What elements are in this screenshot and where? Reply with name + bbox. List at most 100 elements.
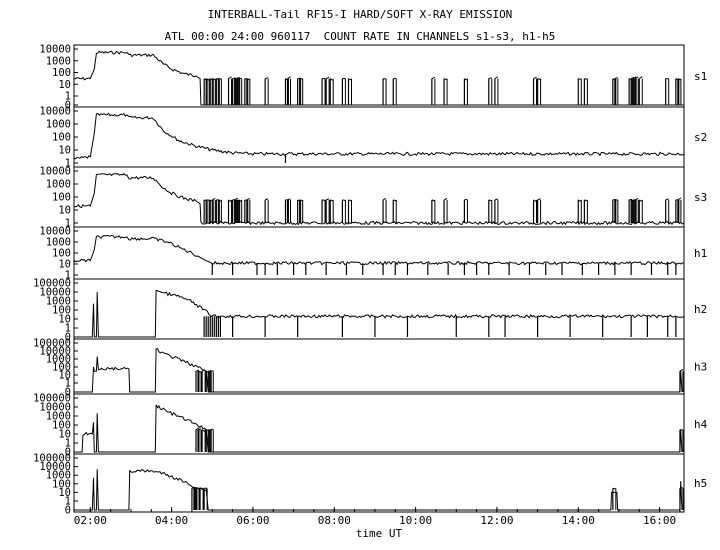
y-tick-label-h4: 1 <box>65 438 71 450</box>
y-tick-label-h5: 10 <box>58 487 71 499</box>
y-tick-label-h2: 10000 <box>39 287 71 299</box>
y-tick-label-h4: 100000 <box>33 393 71 405</box>
x-tick-label: 10:00 <box>399 514 432 527</box>
burst-cap-h3 <box>195 369 200 372</box>
y-tick-label-h4: 10 <box>58 429 71 441</box>
channel-label-h4: h4 <box>694 418 708 431</box>
y-tick-label-s3: 10 <box>58 205 71 217</box>
y-tick-label-h5: 1 <box>65 496 71 508</box>
burst-cap-h3 <box>201 369 206 372</box>
y-tick-label-h3: 1000 <box>46 354 71 366</box>
y-tick-label-h3: 10000 <box>39 346 71 358</box>
panel-frame-s2 <box>73 106 685 168</box>
panel-frame-s1 <box>73 44 685 108</box>
panel-frame-h4 <box>73 393 685 455</box>
channel-label-h3: h3 <box>694 361 707 374</box>
chart-subtitle: ATL 00:00 24:00 960117 COUNT RATE IN CHA… <box>164 30 556 43</box>
y-tick-label-h5: 100 <box>52 478 71 490</box>
burst-cap-s3 <box>537 198 541 201</box>
y-tick-label-s1: 10000 <box>39 44 71 56</box>
panel-frame-h2 <box>73 278 685 340</box>
burst-cap-h4 <box>195 427 200 431</box>
channel-label-h2: h2 <box>694 303 707 316</box>
x-tick-label: 02:00 <box>74 514 107 527</box>
burst-cap-s3 <box>234 197 238 201</box>
burst-cap-s1 <box>325 76 330 80</box>
burst-cap-s1 <box>614 77 619 80</box>
y-tick-label-h4: 100 <box>52 420 71 432</box>
burst-cap-h4 <box>197 428 202 431</box>
y-tick-label-h5: 0 <box>65 505 71 517</box>
burst-cap-s1 <box>533 76 537 80</box>
series-line-s2 <box>73 112 685 160</box>
y-tick-label-h2: 1000 <box>46 296 71 308</box>
x-axis-label: time UT <box>356 527 403 540</box>
burst-cap-h3 <box>679 368 684 372</box>
y-tick-label-s2: 100 <box>52 132 71 144</box>
burst-cap-s3 <box>494 198 499 201</box>
burst-cap-s1 <box>488 77 492 80</box>
burst-cap-h5 <box>679 487 684 489</box>
y-tick-label-h1: 1000 <box>46 237 71 249</box>
burst-cap-s1 <box>494 76 499 80</box>
y-tick-label-h1: 1 <box>65 270 71 282</box>
burst-cap-s3 <box>382 197 387 201</box>
burst-cap-s3 <box>634 197 639 201</box>
y-tick-label-h3: 100000 <box>33 338 71 350</box>
y-tick-label-h1: 10 <box>58 259 71 271</box>
y-tick-label-h4: 0 <box>65 447 71 459</box>
y-tick-label-s1: 0 <box>65 100 71 112</box>
y-tick-label-h5: 1000 <box>46 470 71 482</box>
panel-frame-h5 <box>73 453 685 513</box>
y-tick-label-s3: 10000 <box>39 166 71 178</box>
burst-cap-s3 <box>287 198 291 201</box>
y-tick-label-h5: 10000 <box>39 461 71 473</box>
y-tick-label-h3: 10 <box>58 370 71 382</box>
burst-cap-s1 <box>264 77 269 80</box>
burst-cap-s3 <box>665 198 669 201</box>
burst-cap-s1 <box>287 76 291 80</box>
burst-cap-s1 <box>634 76 639 80</box>
y-tick-label-h2: 1 <box>65 323 71 335</box>
burst-cap-s1 <box>228 76 232 80</box>
panel-frame-h3 <box>73 338 685 395</box>
burst-cap-s3 <box>264 198 269 201</box>
x-tick-label: 06:00 <box>236 514 269 527</box>
y-tick-label-s1: 100 <box>52 67 71 79</box>
y-tick-label-s1: 10 <box>58 79 71 91</box>
y-tick-label-h3: 100 <box>52 362 71 374</box>
y-tick-label-s1: 1000 <box>46 55 71 67</box>
burst-cap-s3 <box>325 198 330 201</box>
x-tick-label: 16:00 <box>643 514 676 527</box>
channel-label-s3: s3 <box>694 191 707 204</box>
x-tick-label: 04:00 <box>155 514 188 527</box>
chart-title: INTERBALL-Tail RF15-I HARD/SOFT X-RAY EM… <box>207 8 513 21</box>
series-line-h1 <box>73 234 685 266</box>
y-tick-label-h2: 10 <box>58 314 71 326</box>
series-line-s3 <box>73 172 685 226</box>
series-line-h3 <box>74 348 683 393</box>
y-tick-label-s2: 1 <box>65 158 71 170</box>
burst-cap-s3 <box>677 197 682 201</box>
panel-frame-h1 <box>73 226 685 280</box>
y-tick-label-h3: 0 <box>65 387 71 399</box>
burst-cap-s1 <box>297 77 301 80</box>
y-tick-label-h3: 1 <box>65 378 71 390</box>
y-tick-label-s2: 10000 <box>39 106 71 118</box>
y-tick-label-h1: 10000 <box>39 226 71 238</box>
series-line-h4 <box>74 404 683 453</box>
burst-cap-s3 <box>246 198 251 201</box>
burst-cap-s1 <box>632 76 637 80</box>
y-tick-label-s1: 1 <box>65 91 71 103</box>
y-tick-label-s2: 10 <box>58 145 71 157</box>
burst-cap-s1 <box>638 76 643 80</box>
y-tick-label-h5: 100000 <box>33 453 71 465</box>
channel-label-s2: s2 <box>694 131 707 144</box>
burst-cap-s1 <box>431 76 436 80</box>
channel-label-h5: h5 <box>694 477 707 490</box>
series-line-h5 <box>74 469 683 511</box>
y-tick-label-h4: 1000 <box>46 411 71 423</box>
channel-label-s1: s1 <box>694 70 707 83</box>
burst-cap-s1 <box>630 76 635 80</box>
